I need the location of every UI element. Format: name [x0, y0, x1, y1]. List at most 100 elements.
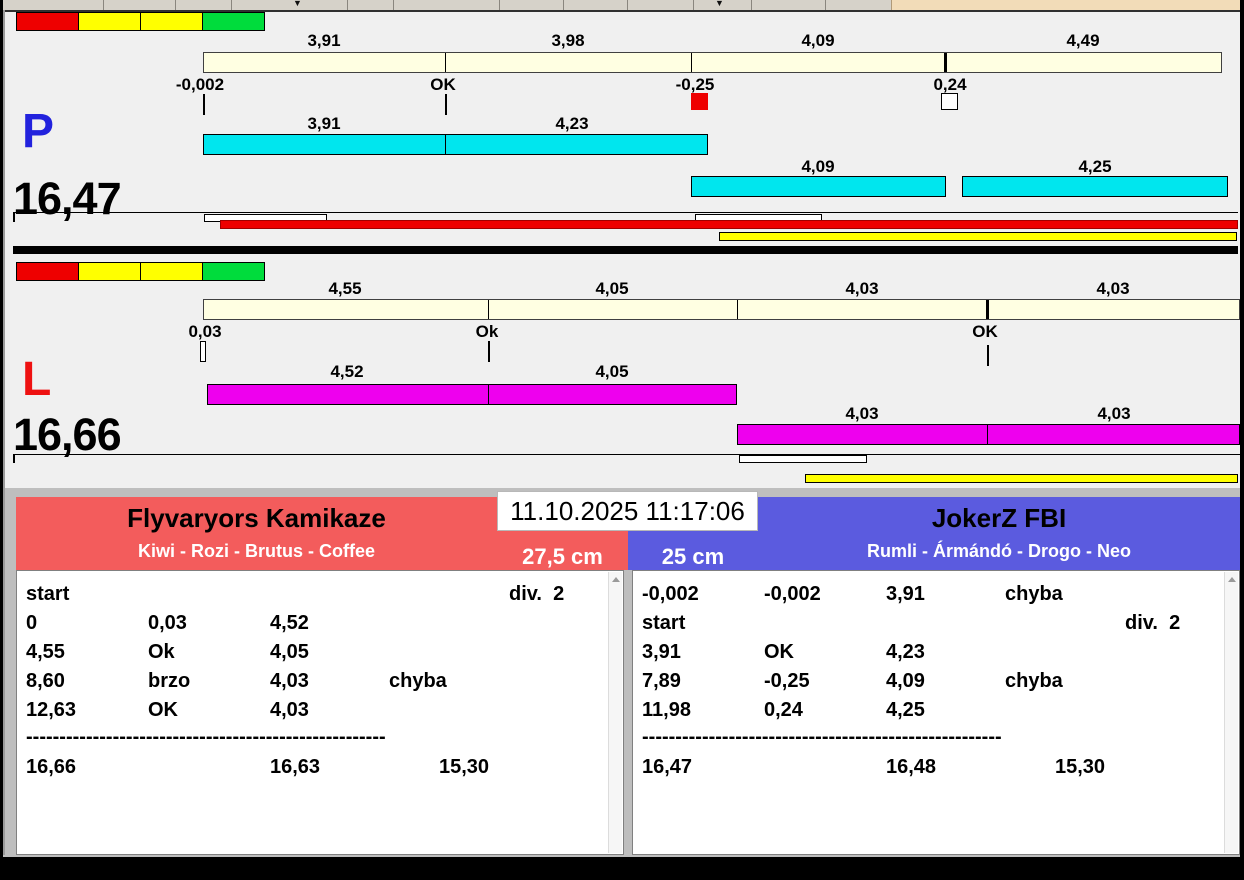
team-left-name: Flyvaryors Kamikaze — [127, 503, 386, 533]
toolbar-tan-panel — [891, 0, 1240, 10]
l-scale-divider — [737, 300, 738, 319]
table-cell: 4,25 — [886, 699, 925, 721]
toolbar-divider — [825, 0, 826, 10]
table-cell: OK — [148, 699, 178, 721]
toolbar-sliver[interactable]: ▼ ▼ — [3, 0, 1240, 10]
table-total: 16,66 — [26, 756, 77, 778]
lane-separator — [13, 246, 1238, 254]
table-total: 16,47 — [642, 756, 693, 778]
toolbar-divider — [751, 0, 752, 10]
l-timeline-yellow-bar — [805, 474, 1238, 483]
table-cell: OK — [764, 641, 794, 663]
toolbar-divider — [393, 0, 394, 10]
window-right-border — [1240, 0, 1244, 880]
p-timeline-yellow-bar — [719, 232, 1237, 241]
p-run-bar-1 — [203, 134, 708, 155]
light-green — [203, 262, 265, 281]
light-green — [203, 12, 265, 31]
team-left-jump-height: 27,5 cm — [522, 544, 603, 569]
scoreboard-panel: Flyvaryors Kamikaze Kiwi - Rozi - Brutus… — [3, 488, 1240, 857]
scroll-up-icon[interactable] — [1227, 577, 1236, 582]
table-cell-fault: chyba — [1005, 670, 1063, 692]
l-run2-divider — [987, 425, 988, 444]
toolbar-divider — [563, 0, 564, 10]
l-scale-label-1: 4,55 — [328, 279, 362, 298]
table-cell: start — [26, 583, 70, 605]
l-scale-divider — [488, 300, 489, 319]
table-scrollbar[interactable] — [608, 572, 622, 853]
table-cell: Ok — [148, 641, 175, 663]
scroll-up-icon[interactable] — [611, 577, 620, 582]
lane-l-total: 16,66 — [13, 409, 122, 460]
light-red — [16, 12, 79, 31]
p-run-bar-2b — [962, 176, 1228, 197]
p-timeline-baseline — [13, 212, 1238, 213]
table-cell: 4,03 — [270, 670, 309, 692]
window-bottom-border — [0, 857, 1244, 880]
p-fault-square — [691, 93, 708, 110]
p-scale-divider — [691, 53, 692, 72]
dropdown-caret-icon[interactable]: ▼ — [715, 0, 724, 8]
table-cell: div. 2 — [509, 583, 565, 605]
l-run1-divider — [488, 385, 489, 404]
light-yellow-2 — [141, 12, 203, 31]
status-light-strip — [16, 262, 265, 281]
table-scrollbar[interactable] — [1224, 572, 1238, 853]
toolbar-divider — [175, 0, 176, 10]
table-separator: ----------------------------------------… — [26, 726, 386, 748]
l-timeline-origin-tick — [13, 455, 15, 463]
table-cell: 4,52 — [270, 612, 309, 634]
l-mark-label-3: OK — [972, 322, 998, 341]
toolbar-divider — [231, 0, 232, 10]
table-total: 15,30 — [439, 756, 490, 778]
l-scale-bar — [203, 299, 1240, 320]
l-scale-label-2: 4,05 — [595, 279, 629, 298]
p-start-tick — [203, 94, 205, 115]
table-cell: -0,002 — [642, 583, 699, 605]
l-scale-label-3: 4,03 — [845, 279, 879, 298]
p-scale-divider — [445, 53, 446, 72]
team-right-results-table: -0,002 -0,002 3,91 chyba start div. 2 3,… — [632, 570, 1240, 855]
p-mark-label-1: -0,002 — [175, 75, 225, 94]
l-start-mark — [200, 341, 206, 362]
table-cell: 0,24 — [764, 699, 803, 721]
l-run-bar-2 — [737, 424, 1240, 445]
toolbar-divider — [693, 0, 694, 10]
table-cell: 7,89 — [642, 670, 681, 692]
table-separator: ----------------------------------------… — [642, 726, 1002, 748]
table-cell: 0,03 — [148, 612, 187, 634]
p-mark-label-3: -0,25 — [675, 75, 715, 94]
toolbar-divider — [499, 0, 500, 10]
lane-p-letter: P — [22, 105, 55, 158]
window-top-border — [0, 10, 1244, 12]
p-scale-label-3: 4,09 — [801, 31, 835, 50]
l-ok-tick-2 — [987, 345, 989, 366]
light-yellow-1 — [79, 12, 141, 31]
p-run2-label-2: 4,25 — [1078, 157, 1112, 176]
p-mark-label-2: OK — [430, 75, 456, 94]
table-cell: div. 2 — [1125, 612, 1181, 634]
p-scale-bar — [203, 52, 1222, 73]
window-left-border — [0, 0, 3, 880]
team-right-jump-height: 25 cm — [661, 544, 725, 569]
light-red — [16, 262, 79, 281]
table-cell: 11,98 — [642, 699, 691, 721]
table-cell: -0,002 — [764, 583, 821, 605]
team-left-dogs: Kiwi - Rozi - Brutus - Coffee — [138, 541, 375, 561]
p-run1-label-1: 3,91 — [307, 114, 341, 133]
p-run1-divider — [445, 135, 446, 154]
table-cell-fault: chyba — [389, 670, 447, 692]
lane-p-total: 16,47 — [13, 173, 122, 224]
p-timeline-origin-tick — [13, 213, 15, 222]
p-scale-divider — [944, 53, 947, 72]
table-cell: 12,63 — [26, 699, 77, 721]
window-left-inner-border — [3, 10, 5, 855]
table-cell: 3,91 — [886, 583, 925, 605]
dropdown-caret-icon[interactable]: ▼ — [293, 0, 302, 8]
table-cell: brzo — [148, 670, 191, 692]
l-mark-label-1: 0,03 — [188, 322, 222, 341]
l-run1-label-2: 4,05 — [595, 362, 629, 381]
l-mark-label-2: Ok — [475, 322, 499, 341]
table-total: 15,30 — [1055, 756, 1106, 778]
status-light-strip — [16, 12, 265, 31]
